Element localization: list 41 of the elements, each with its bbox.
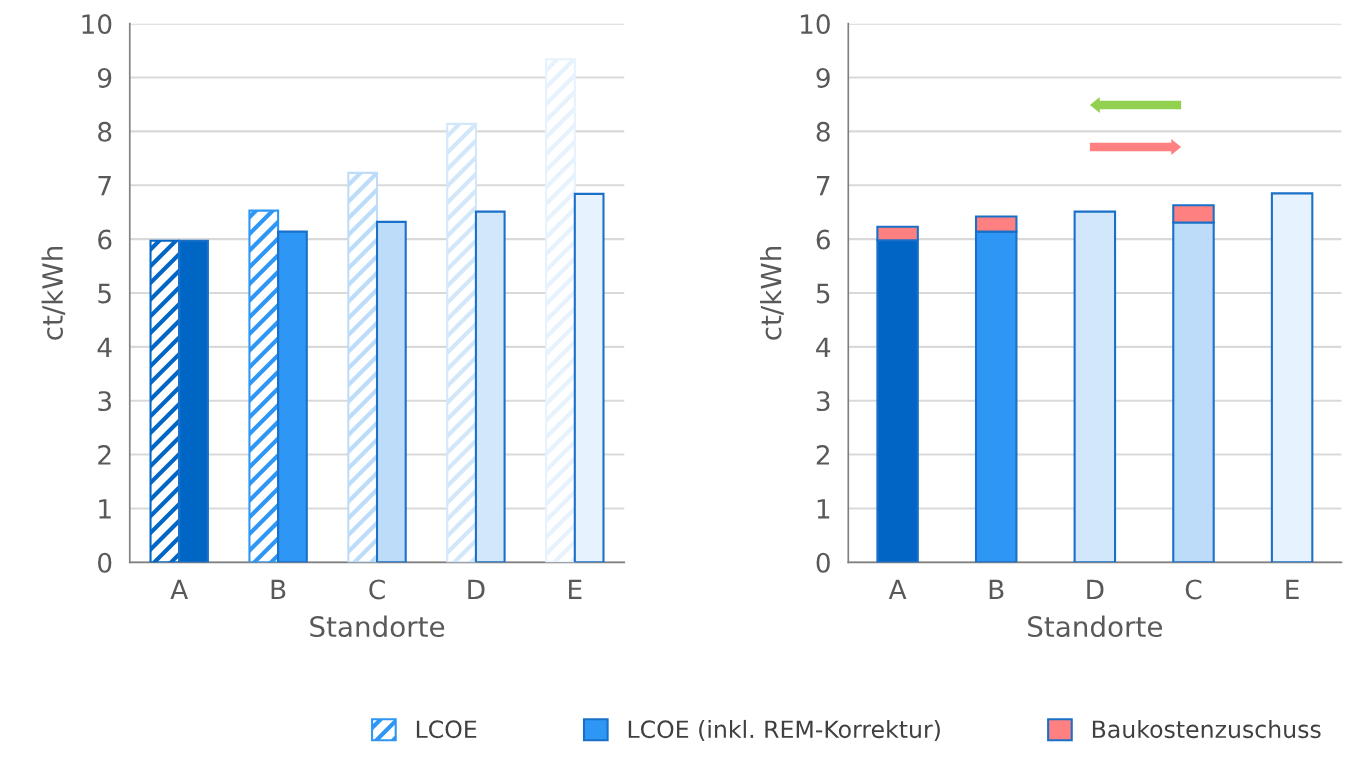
x-axis-title: Standorte bbox=[1028, 615, 1162, 638]
bar bbox=[1270, 192, 1314, 563]
y-tick-label: 4 bbox=[97, 337, 112, 357]
y-tick-label: 9 bbox=[97, 67, 112, 88]
y-tick-label: 9 bbox=[816, 67, 830, 88]
y-tick-label: 0 bbox=[816, 552, 830, 573]
x-tick-label: D bbox=[468, 579, 485, 600]
y-tick-label: 6 bbox=[816, 229, 830, 250]
y-tick-label: 3 bbox=[816, 391, 830, 412]
legend-label: LCOE bbox=[416, 720, 477, 739]
bar bbox=[1073, 210, 1117, 563]
y-tick-label: 10 bbox=[800, 14, 830, 35]
y-tick-label: 2 bbox=[816, 445, 829, 465]
y-tick-label: 5 bbox=[98, 283, 111, 304]
x-tick-label: C bbox=[369, 579, 385, 600]
y-tick-label: 5 bbox=[816, 283, 830, 304]
x-tick-label: B bbox=[271, 579, 286, 600]
x-axis-title: Standorte bbox=[310, 615, 445, 638]
y-tick-label: 2 bbox=[98, 445, 111, 465]
x-tick-label: E bbox=[1286, 579, 1299, 600]
x-tick-label: D bbox=[1087, 579, 1104, 600]
x-tick-label: B bbox=[989, 579, 1004, 600]
y-tick-label: 8 bbox=[816, 121, 830, 142]
legend-label: LCOE (inkl. REM-Korrektur) bbox=[628, 719, 940, 741]
y-tick-label: 1 bbox=[99, 499, 111, 519]
y-axis-title: ct/kWh bbox=[41, 247, 66, 340]
x-tick-label: A bbox=[888, 579, 907, 600]
y-tick-label: 10 bbox=[82, 14, 112, 35]
y-tick-label: 8 bbox=[98, 121, 112, 142]
y-tick-label: 4 bbox=[816, 337, 831, 357]
y-tick-label: 3 bbox=[98, 391, 111, 412]
x-tick-label: C bbox=[1185, 579, 1202, 600]
x-tick-label: A bbox=[170, 579, 189, 600]
y-tick-label: 0 bbox=[98, 552, 112, 573]
y-tick-label: 1 bbox=[817, 499, 830, 519]
legend-label: Baukostenzuschuss bbox=[1092, 719, 1321, 739]
y-tick-label: 7 bbox=[816, 176, 830, 196]
y-tick-label: 7 bbox=[98, 176, 111, 196]
y-axis-title: ct/kWh bbox=[760, 247, 784, 340]
y-tick-label: 6 bbox=[98, 229, 112, 250]
x-tick-label: E bbox=[569, 579, 582, 600]
